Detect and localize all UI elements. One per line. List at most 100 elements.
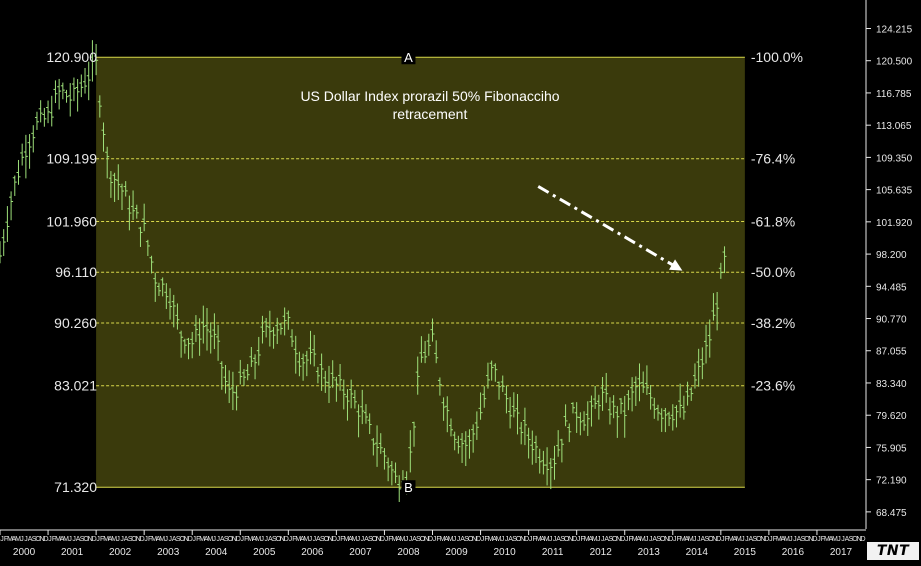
month-tick-label: S [656,536,661,543]
month-tick-label: M [536,536,542,543]
month-tick-label: N [808,536,813,543]
month-tick-label: A [124,536,129,543]
month-tick-label: M [488,536,494,543]
month-tick-label: N [712,536,717,543]
right-axis-tick-label: 79.620 [876,411,907,422]
month-tick-label: M [7,536,13,543]
month-tick-label: O [612,536,618,543]
month-tick-label: A [412,536,417,543]
month-tick-label: S [464,536,469,543]
month-tick-label: J [385,536,389,543]
month-tick-label: F [821,536,825,543]
month-tick-label: M [207,536,213,543]
year-tick-label: 2008 [397,547,420,558]
fib-level-value-label: 90.260 [54,315,97,331]
month-tick-label: J [553,536,557,543]
month-tick-label: J [192,536,196,543]
month-tick-label: J [309,536,313,543]
year-tick-label: 2006 [301,547,324,558]
right-axis-tick-label: 75.905 [876,443,907,454]
right-axis-tick-label: 94.485 [876,282,907,293]
month-tick-label: S [320,536,325,543]
month-tick-label: M [63,536,69,543]
month-tick-label: J [577,536,581,543]
month-tick-label: J [24,536,28,543]
month-tick-label: S [560,536,565,543]
month-tick-label: A [749,536,754,543]
month-tick-label: A [172,536,177,543]
month-tick-label: N [232,536,237,543]
month-tick-label: J [168,536,172,543]
point-b-label: B [404,480,413,495]
month-tick-label: N [88,536,93,543]
month-tick-label: M [151,536,157,543]
month-tick-label: J [837,536,841,543]
month-tick-label: J [697,536,701,543]
month-tick-label: J [673,536,677,543]
month-tick-label: M [640,536,646,543]
month-tick-label: F [4,536,8,543]
month-tick-label: F [52,536,56,543]
month-tick-label: A [604,536,609,543]
fib-level-percent-label: -23.6% [751,378,795,394]
month-tick-label: M [832,536,838,543]
year-tick-label: 2004 [205,547,228,558]
month-tick-label: O [179,536,185,543]
month-tick-label: J [745,536,749,543]
month-tick-label: M [592,536,598,543]
year-tick-label: 2009 [445,547,468,558]
month-tick-label: M [496,536,502,543]
month-tick-label: A [300,536,305,543]
month-tick-label: D [524,536,529,543]
fib-level-value-label: 101.960 [46,213,97,229]
fib-level-value-label: 71.320 [54,479,97,495]
month-tick-label: N [40,536,45,543]
fib-level-value-label: 83.021 [54,378,97,394]
right-axis-tick-label: 120.500 [876,57,913,68]
month-tick-label: A [396,536,401,543]
month-tick-label: A [364,536,369,543]
month-tick-label: F [484,536,488,543]
month-tick-label: A [252,536,257,543]
month-tick-label: J [841,536,845,543]
year-tick-label: 2016 [782,547,805,558]
month-tick-label: N [328,536,333,543]
month-tick-label: J [72,536,76,543]
month-tick-label: M [255,536,261,543]
month-tick-label: M [544,536,550,543]
month-tick-label: J [289,536,293,543]
month-tick-label: D [620,536,625,543]
right-axis-tick-label: 90.770 [876,315,907,326]
month-tick-label: M [247,536,253,543]
month-tick-label: O [804,536,810,543]
month-tick-label: J [120,536,124,543]
month-tick-label: J [144,536,148,543]
point-b-box [401,480,416,495]
month-tick-label: M [103,536,109,543]
point-a-box [401,50,416,65]
month-tick-label: A [733,536,738,543]
month-tick-label: J [549,536,553,543]
right-axis-tick-label: 101.920 [876,218,913,229]
month-tick-label: D [188,536,193,543]
month-tick-label: D [812,536,817,543]
month-tick-label: M [351,536,357,543]
month-tick-label: A [60,536,65,543]
right-axis-tick-label: 87.055 [876,347,907,358]
month-tick-label: F [100,536,104,543]
month-tick-label: A [652,536,657,543]
month-tick-label: S [80,536,85,543]
month-tick-label: J [645,536,649,543]
month-tick-label: N [520,536,525,543]
month-tick-label: J [529,536,533,543]
month-tick-label: S [849,536,854,543]
right-axis-tick-label: 116.785 [876,89,912,100]
year-tick-label: 2005 [253,547,276,558]
month-tick-label: S [608,536,613,543]
month-tick-label: F [244,536,248,543]
month-tick-label: N [472,536,477,543]
month-tick-label: J [453,536,457,543]
month-tick-label: N [856,536,861,543]
right-axis-tick-label: 109.350 [876,153,913,164]
year-tick-label: 2011 [542,547,564,558]
